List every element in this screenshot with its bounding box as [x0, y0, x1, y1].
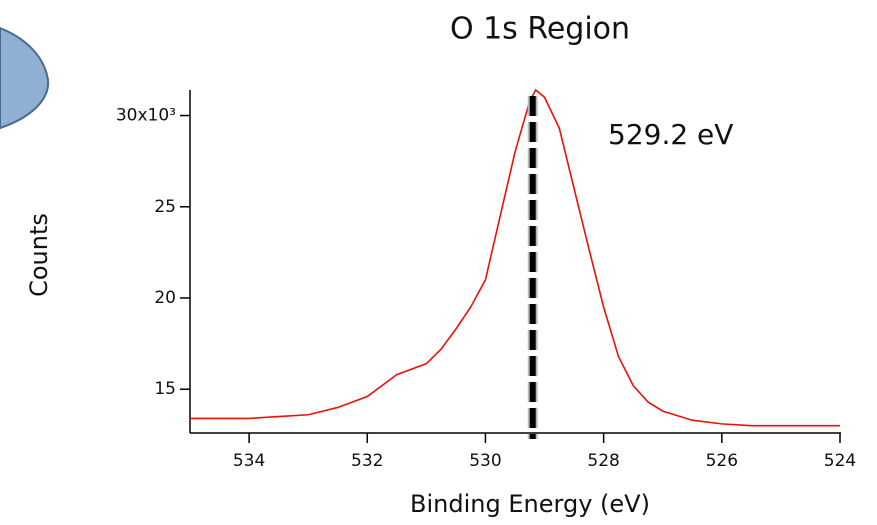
chart-title: O 1s Region [450, 12, 630, 47]
annotation: 529.2 eV [608, 118, 733, 151]
decoration-shape [0, 26, 50, 130]
y-axis-title: Counts [25, 213, 53, 297]
x-tick-label: 528 [587, 451, 619, 471]
y-tick-label: 15 [154, 379, 176, 399]
y-tick-label: 30x10³ [116, 106, 176, 126]
data-line [190, 88, 840, 427]
x-tick-label: 532 [351, 451, 383, 471]
y-tick-label: 20 [154, 288, 176, 308]
y-tick-label: 25 [154, 197, 176, 217]
x-tick-label: 524 [824, 451, 856, 471]
x-axis-title: Binding Energy (eV) [410, 490, 650, 518]
x-tick-label: 530 [469, 451, 501, 471]
x-tick-label: 526 [706, 451, 738, 471]
x-tick-label: 534 [233, 451, 265, 471]
